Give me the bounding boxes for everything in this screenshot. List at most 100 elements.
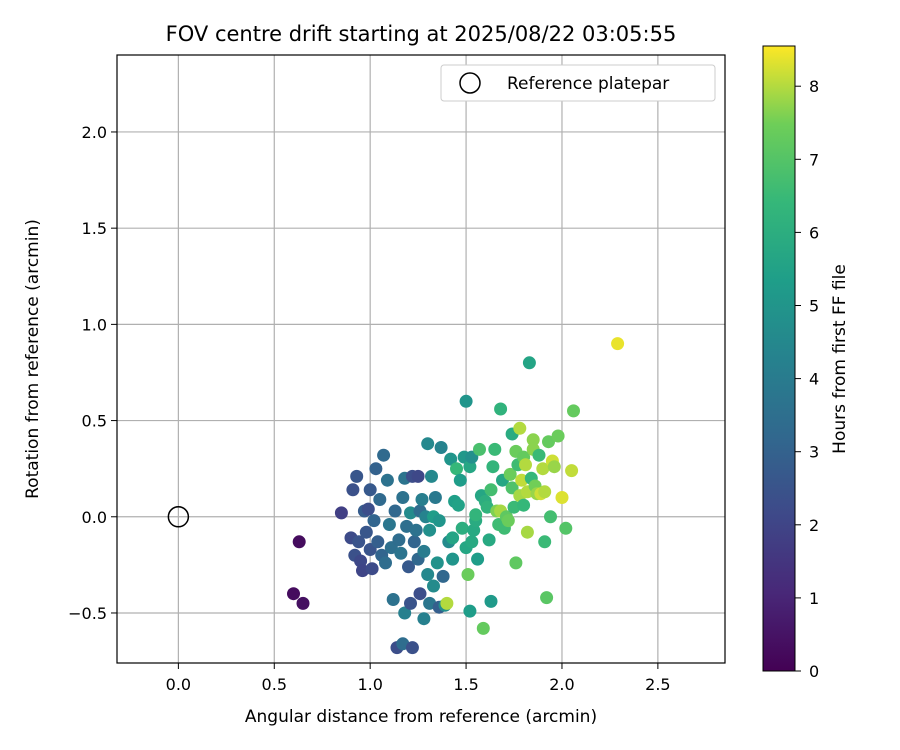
data-point bbox=[425, 469, 438, 483]
data-point bbox=[520, 525, 534, 539]
data-point bbox=[432, 514, 446, 528]
data-point bbox=[532, 448, 546, 462]
y-tick-label: 0.5 bbox=[82, 412, 107, 431]
grid bbox=[117, 55, 725, 663]
data-point bbox=[526, 433, 540, 447]
legend: Reference platepar bbox=[440, 64, 716, 102]
y-tick-label: 1.5 bbox=[82, 219, 107, 238]
x-tick-label: 0.0 bbox=[166, 675, 191, 694]
data-point bbox=[565, 464, 579, 478]
data-point bbox=[382, 518, 396, 531]
data-point bbox=[444, 452, 458, 466]
data-point bbox=[542, 435, 555, 449]
data-point bbox=[473, 442, 486, 456]
data-point bbox=[469, 508, 483, 522]
data-point bbox=[423, 523, 437, 537]
data-point bbox=[421, 568, 435, 581]
data-point bbox=[611, 337, 625, 351]
data-point bbox=[404, 596, 417, 610]
data-point bbox=[486, 460, 500, 474]
data-point bbox=[398, 606, 412, 620]
data-point bbox=[287, 587, 300, 601]
data-point bbox=[359, 525, 373, 539]
data-point bbox=[503, 467, 517, 481]
data-point bbox=[392, 533, 406, 547]
data-point bbox=[421, 437, 435, 451]
data-point bbox=[465, 535, 479, 549]
colorbar-label: Hours from first FF file bbox=[830, 264, 850, 454]
data-point bbox=[463, 604, 477, 618]
data-point bbox=[436, 569, 450, 583]
data-point bbox=[380, 473, 394, 487]
data-point bbox=[371, 535, 385, 549]
x-axis-ticks: 0.0 0.5 1.0 1.5 2.0 2.5 bbox=[166, 663, 671, 694]
data-point bbox=[296, 596, 310, 610]
data-point bbox=[471, 552, 485, 566]
data-point bbox=[430, 556, 444, 570]
data-point bbox=[427, 579, 440, 593]
data-point bbox=[509, 556, 523, 570]
y-tick-label: 1.0 bbox=[82, 315, 107, 334]
data-points bbox=[287, 337, 625, 655]
colorbar-tick-label: 0 bbox=[809, 662, 819, 681]
data-point bbox=[411, 469, 425, 483]
data-point bbox=[365, 562, 379, 576]
x-tick-label: 2.5 bbox=[645, 675, 670, 694]
y-tick-label: 0.0 bbox=[82, 508, 107, 527]
y-axis-label: Rotation from reference (arcmin) bbox=[23, 219, 43, 499]
data-point bbox=[484, 483, 498, 497]
data-point bbox=[417, 544, 431, 558]
data-point bbox=[482, 533, 496, 547]
colorbar-tick-label: 1 bbox=[809, 589, 819, 608]
data-point bbox=[292, 535, 306, 549]
data-point bbox=[488, 442, 502, 456]
data-point bbox=[519, 458, 532, 472]
x-tick-label: 2.0 bbox=[549, 675, 574, 694]
colorbar-tick-label: 4 bbox=[809, 370, 819, 389]
colorbar-tick-label: 7 bbox=[809, 150, 819, 169]
data-point bbox=[461, 568, 475, 581]
data-point bbox=[334, 506, 348, 520]
data-point bbox=[538, 485, 552, 499]
data-point bbox=[402, 560, 415, 574]
data-point bbox=[361, 502, 375, 516]
colorbar-ticks: 0 1 2 3 4 5 6 7 8 bbox=[795, 77, 819, 681]
data-point bbox=[417, 612, 431, 626]
chart-title: FOV centre drift starting at 2025/08/22 … bbox=[166, 22, 677, 46]
colorbar-tick-label: 6 bbox=[809, 223, 819, 242]
data-point bbox=[440, 596, 454, 610]
y-axis-ticks: −0.5 0.0 0.5 1.0 1.5 2.0 bbox=[68, 123, 117, 623]
data-point bbox=[394, 546, 408, 560]
data-point bbox=[409, 523, 423, 537]
data-point bbox=[540, 591, 554, 605]
data-point bbox=[544, 510, 557, 524]
data-point bbox=[352, 535, 366, 549]
data-point bbox=[369, 462, 383, 476]
data-point bbox=[451, 498, 465, 512]
x-tick-label: 1.0 bbox=[357, 675, 382, 694]
legend-label: Reference platepar bbox=[507, 74, 669, 94]
data-point bbox=[476, 621, 490, 635]
reference-marker-group bbox=[167, 506, 190, 528]
data-point bbox=[396, 491, 410, 504]
data-point bbox=[428, 491, 442, 504]
data-point bbox=[373, 493, 387, 506]
data-point bbox=[363, 483, 377, 497]
reference-point-marker bbox=[167, 506, 190, 528]
data-point bbox=[377, 448, 391, 462]
data-point bbox=[484, 594, 498, 608]
data-point bbox=[346, 483, 360, 497]
data-point bbox=[450, 462, 463, 476]
x-axis-label: Angular distance from reference (arcmin) bbox=[245, 707, 597, 727]
y-tick-label: 2.0 bbox=[82, 123, 107, 142]
data-point bbox=[379, 556, 392, 570]
data-point bbox=[407, 535, 421, 549]
data-point bbox=[538, 535, 552, 549]
data-point bbox=[536, 462, 550, 476]
data-point bbox=[551, 429, 565, 443]
data-point bbox=[547, 460, 561, 474]
data-point bbox=[459, 394, 473, 408]
data-point bbox=[517, 498, 531, 512]
plot-frame bbox=[116, 54, 726, 664]
